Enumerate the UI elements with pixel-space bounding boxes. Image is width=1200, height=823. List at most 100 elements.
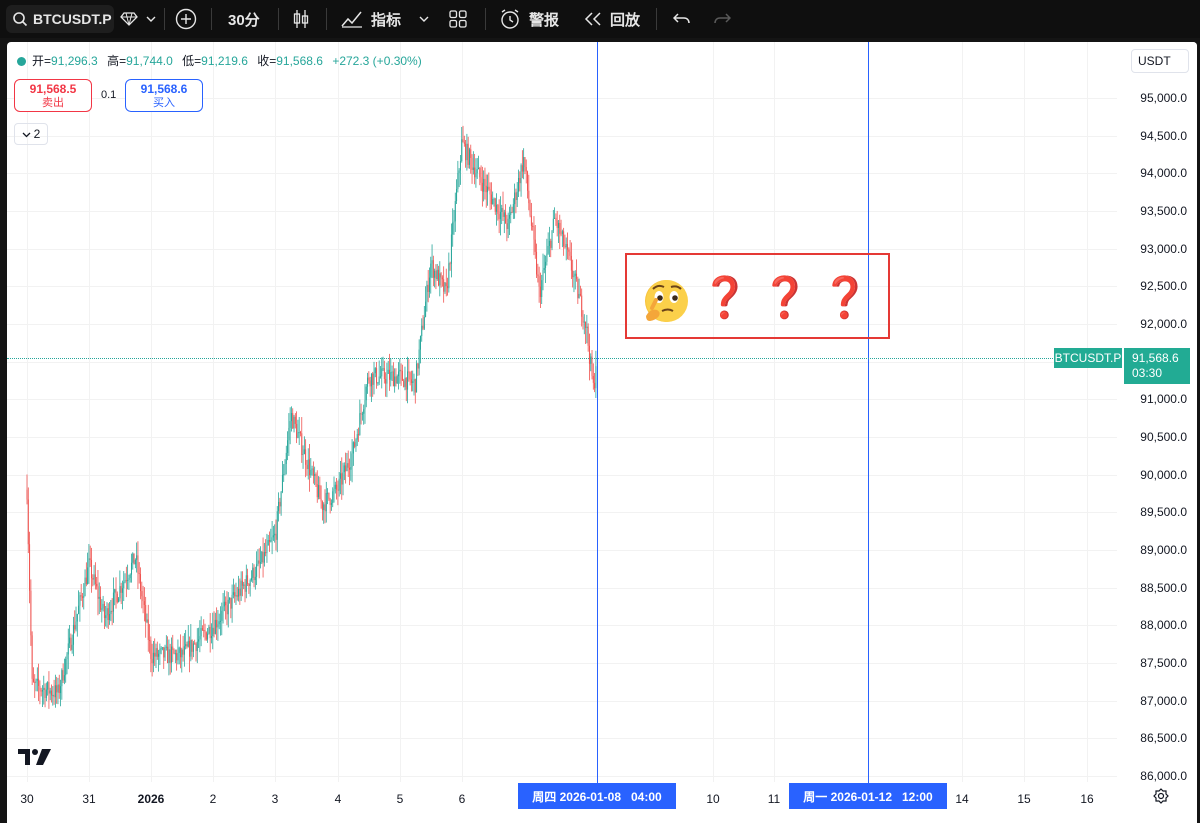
candle-body (577, 278, 579, 299)
candle-body (327, 492, 329, 494)
candle-body (552, 218, 554, 231)
replay-button[interactable]: 回放 (584, 0, 640, 38)
candle-body (196, 641, 198, 652)
candle-body (441, 277, 443, 280)
candle-body (32, 678, 34, 682)
grid-line-h (7, 700, 1117, 702)
candle-body (409, 372, 411, 380)
indicator-count: 2 (33, 127, 41, 141)
redo-button[interactable] (713, 0, 731, 38)
settings-gear-icon[interactable] (1153, 788, 1169, 809)
candle-body (44, 687, 46, 698)
currency-selector[interactable]: USDT (1131, 49, 1189, 73)
candle-body (150, 640, 152, 659)
candle-body (204, 630, 206, 633)
candle-body (51, 690, 53, 696)
candle-body (229, 597, 231, 600)
candle-body (470, 149, 472, 158)
candle-body (138, 573, 140, 575)
candle-body (505, 212, 507, 224)
layout-button[interactable] (449, 0, 467, 38)
price-tick-label: 86,000.0 (1140, 769, 1187, 783)
price-tick-label: 90,000.0 (1140, 467, 1187, 482)
candle-body (314, 474, 316, 476)
search-icon[interactable] (12, 0, 28, 38)
candlestick-series[interactable] (7, 42, 1117, 782)
open-key: 开= (32, 54, 52, 68)
candle-body (61, 670, 63, 687)
annotation-rectangle[interactable] (625, 253, 890, 339)
candle-body (561, 231, 563, 234)
candle-body (328, 492, 330, 499)
alert-button[interactable]: 警报 (499, 0, 559, 38)
candle-body (594, 382, 596, 389)
symbol-name[interactable]: BTCUSDT.P (33, 11, 112, 27)
price-axis[interactable]: 95,000.0 94,500.0 94,000.0 93,500.0 93,000.0… (1117, 42, 1197, 823)
interval-button[interactable]: 30分 (228, 11, 260, 29)
plus-circle-icon (175, 8, 197, 30)
buy-button[interactable]: 91,568.6 买入 (125, 79, 203, 112)
candle-body (361, 413, 363, 415)
add-symbol-button[interactable] (175, 0, 197, 38)
candle-body (231, 594, 233, 609)
undo-button[interactable] (673, 0, 691, 38)
grid-line-v (400, 42, 401, 782)
order-quantity[interactable]: 0.1 (101, 89, 117, 101)
time-tick-label: 11 (767, 792, 781, 806)
candle-body (151, 658, 153, 664)
indicators-dropdown[interactable] (419, 0, 429, 38)
candle-body (244, 584, 246, 592)
candle-body (360, 413, 362, 415)
candle-body (453, 221, 455, 223)
tradingview-logo[interactable] (18, 747, 52, 772)
candle-body (74, 624, 76, 630)
time-tick-label: 5 (396, 792, 404, 806)
candle-body (63, 675, 65, 681)
candle-body (541, 280, 543, 298)
candle-body (440, 273, 442, 278)
candle-body (243, 584, 245, 586)
candle-body (187, 640, 189, 647)
close-key: 收= (257, 54, 277, 68)
symbol-type-selector[interactable] (120, 0, 156, 38)
price-tick-label: 88,000.0 (1140, 618, 1187, 633)
candle-body (261, 551, 263, 563)
candle-body (404, 377, 406, 387)
price-tick-label: 93,000.0 (1140, 241, 1187, 256)
toolbar-divider (211, 8, 212, 30)
candle-body (60, 686, 62, 694)
candle-body (410, 379, 412, 383)
grid-line-v (1024, 42, 1025, 782)
candle-body (107, 608, 109, 621)
time-tick-label: 4 (334, 792, 342, 806)
chart-type-button[interactable] (292, 0, 310, 38)
candle-body (152, 652, 154, 664)
candle-body (319, 485, 321, 499)
high-value: 91,744.0 (126, 54, 173, 68)
indicators-button[interactable]: 指标 (341, 0, 401, 38)
candle-body (507, 218, 509, 229)
indicators-collapse-button[interactable]: 2 (14, 123, 48, 145)
candle-body (145, 604, 147, 622)
candle-body (508, 214, 510, 219)
sell-button[interactable]: 91,568.5 卖出 (14, 79, 92, 112)
toolbar-divider (326, 8, 327, 30)
candle-body (564, 246, 566, 248)
grid-line-h (7, 248, 1117, 250)
grid-line-v (275, 42, 276, 782)
candle-body (97, 586, 99, 599)
candle-body (557, 222, 559, 228)
sell-label: 卖出 (42, 97, 64, 109)
candle-body (287, 440, 289, 453)
candle-body (223, 601, 225, 607)
candle-body (248, 583, 250, 587)
candle-body (430, 263, 432, 278)
candle-body (448, 263, 450, 289)
grid-line-v (774, 42, 775, 782)
candle-body (339, 473, 341, 479)
candle-body (297, 432, 299, 438)
candle-body (334, 484, 336, 489)
chart-panel[interactable]: ❓ ❓ ❓ 开=91,296.3 高=91,744.0 低=91,219.6 收… (7, 42, 1197, 823)
candle-body (376, 368, 378, 384)
candle-body (227, 599, 229, 615)
